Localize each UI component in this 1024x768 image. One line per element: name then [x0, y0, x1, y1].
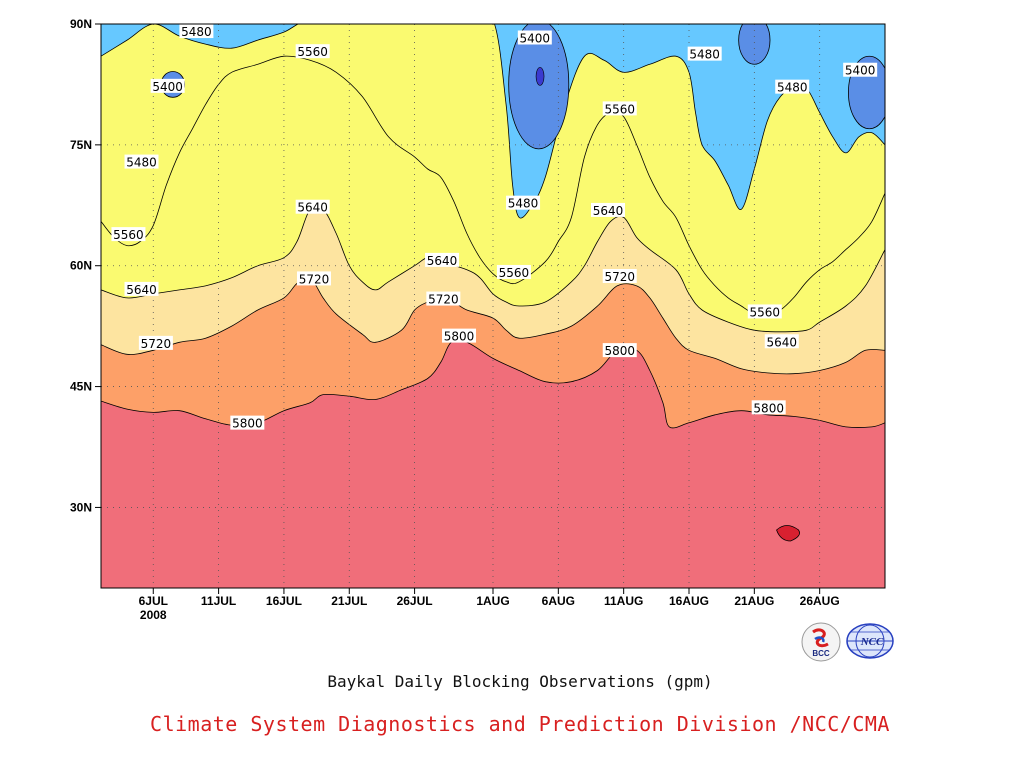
- contour-label-box: [295, 199, 330, 214]
- contour-label: 5720: [299, 272, 330, 286]
- contour-label: 5560: [604, 102, 635, 116]
- contour-line-5720: [101, 276, 885, 375]
- contour-label: 5560: [297, 45, 328, 59]
- contour-label-box: [425, 252, 460, 267]
- contour-label-box: [150, 78, 185, 93]
- credit-line: Climate System Diagnostics and Predictio…: [150, 712, 890, 736]
- contour-label-box: [506, 195, 541, 210]
- contour-label: 5720: [428, 293, 459, 307]
- contour-label: 5480: [126, 156, 157, 170]
- low-center-4: [738, 24, 771, 65]
- contour-label-box: [843, 62, 878, 77]
- y-tick-label: 30N: [70, 500, 92, 514]
- ncc-logo-text: NCC: [860, 636, 884, 648]
- low-core: [535, 67, 545, 86]
- contour-label: 5480: [777, 81, 808, 95]
- contour-label: 5480: [181, 25, 212, 39]
- y-tick-label: 45N: [70, 380, 92, 394]
- y-axis: 30N 45N 60N 75N 90N: [70, 17, 101, 514]
- contour-label: 5640: [427, 254, 458, 268]
- contour-label: 5640: [593, 204, 624, 218]
- contour-label: 5800: [444, 330, 475, 344]
- contour-label-box: [775, 79, 810, 94]
- x-tick-label: 1AUG: [476, 594, 509, 608]
- x-tick-label: 26JUL: [397, 594, 433, 608]
- contour-label: 5400: [845, 64, 876, 78]
- x-tick-label: 21JUL: [331, 594, 367, 608]
- contour-label-box: [687, 46, 722, 61]
- bcc-logo-text: BCC: [812, 649, 830, 658]
- x-tick-label: 11AUG: [604, 594, 643, 608]
- contour-label-box: [764, 334, 799, 349]
- contour-label: 5480: [689, 48, 720, 62]
- contour-line-5640: [101, 205, 885, 333]
- contour-label: 5400: [520, 32, 551, 46]
- contour-label-box: [426, 291, 461, 306]
- contour-label-box: [747, 304, 782, 319]
- contour-label: 5720: [604, 270, 635, 284]
- x-tick-label: 6JUL: [139, 594, 168, 608]
- contour-label-box: [751, 400, 786, 415]
- contour-label: 5640: [766, 335, 797, 349]
- contour-label: 5640: [297, 201, 328, 215]
- contour-label: 5480: [508, 197, 539, 211]
- contour-label: 5800: [753, 401, 784, 415]
- contour-label-box: [590, 202, 625, 217]
- contour-labels: 5480 5400 5480 5560 5640 5720 5800 5560 5640 5720…: [111, 24, 878, 431]
- y-tick-label: 75N: [70, 138, 92, 152]
- contour-fills: [101, 24, 885, 588]
- x-tick-label: 16AUG: [669, 594, 709, 608]
- low-center-1: [508, 24, 570, 150]
- contour-label: 5800: [232, 417, 263, 431]
- contour-label-box: [602, 101, 637, 116]
- chart-title: Baykal Daily Blocking Observations (gpm): [327, 672, 713, 691]
- x-tick-label: 16JUL: [266, 594, 302, 608]
- contour-label-box: [179, 24, 214, 39]
- contour-label-box: [496, 264, 531, 279]
- contour-label: 5800: [604, 344, 635, 358]
- y-tick-label: 60N: [70, 259, 92, 273]
- contour-label: 5400: [152, 80, 183, 94]
- contour-label-box: [296, 271, 331, 286]
- contour-label-box: [295, 44, 330, 59]
- contour-label-box: [442, 328, 477, 343]
- contour-label: 5560: [499, 266, 530, 280]
- contour-label-box: [124, 154, 159, 169]
- contour-label-box: [517, 30, 552, 45]
- fill-band-gt5880: [101, 340, 885, 588]
- contour-label-box: [111, 227, 146, 242]
- contour-label-box: [230, 415, 265, 430]
- ncc-logo-icon: NCC: [845, 622, 895, 660]
- contour-label: 5560: [113, 228, 144, 242]
- contour-label: 5560: [750, 305, 781, 319]
- x-tick-label: 11JUL: [201, 594, 236, 608]
- x-tick-sublabel: 2008: [140, 608, 167, 622]
- x-tick-label: 6AUG: [542, 594, 575, 608]
- max-spot: [776, 525, 800, 542]
- contour-label: 5640: [126, 283, 157, 297]
- x-tick-label: 26AUG: [800, 594, 840, 608]
- x-tick-label: 21AUG: [734, 594, 774, 608]
- contour-label-box: [124, 281, 159, 296]
- y-tick-label: 90N: [70, 17, 92, 31]
- contour-label-box: [602, 268, 637, 283]
- bcc-logo-icon: BCC: [801, 622, 841, 662]
- contour-label: 5720: [141, 337, 172, 351]
- contour-label-box: [138, 335, 173, 350]
- contour-label-box: [602, 343, 637, 358]
